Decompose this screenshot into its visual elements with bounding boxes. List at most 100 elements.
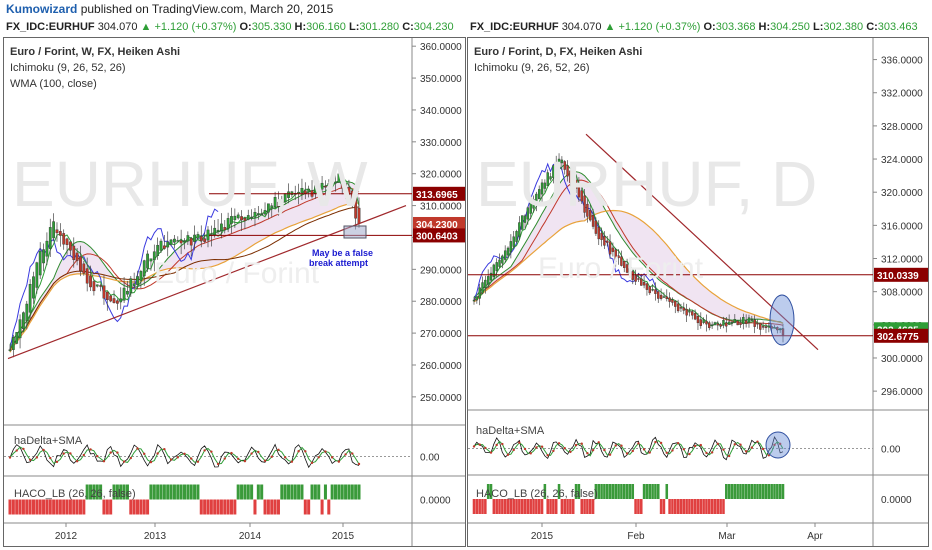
undefined-osc1-dot: [699, 443, 702, 447]
undefined-candle-body: [603, 236, 606, 246]
undefined-haco-bar: [300, 484, 304, 500]
undefined-haco-bar: [693, 499, 697, 514]
undefined-haco-bar: [152, 484, 156, 500]
undefined-candle-body: [778, 328, 782, 330]
undefined-candle-body: [742, 317, 745, 325]
undefined-osc1-dot: [739, 443, 742, 446]
undefined-haco-bar: [727, 484, 731, 499]
undefined-candle-body: [230, 216, 233, 224]
undefined-haco-bar: [105, 499, 109, 515]
undefined-haco-bar: [290, 484, 294, 500]
undefined-haco-bar: [209, 499, 213, 515]
undefined-haco-bar: [350, 484, 354, 500]
undefined-candle-body: [481, 282, 484, 294]
right-l-label: L:: [812, 21, 824, 33]
undefined-candle-body: [580, 190, 583, 202]
undefined-haco-bar: [344, 484, 348, 500]
undefined-osc1-dot: [337, 460, 341, 463]
undefined-haco-bar: [549, 499, 552, 514]
undefined-x-tick-label: 2015: [332, 531, 355, 542]
undefined-haco-bar: [750, 484, 754, 499]
undefined-haco-bar: [665, 484, 669, 499]
undefined-haco-bar: [303, 499, 307, 515]
undefined-candle-body: [472, 299, 476, 302]
undefined-osc1-dot: [263, 459, 267, 462]
undefined-candle-body: [347, 186, 351, 195]
undefined-y-tick-label: 328.0000: [881, 122, 923, 133]
undefined-osc1-dot: [310, 461, 314, 465]
undefined-osc1-zero-label: 0.00: [881, 445, 901, 456]
undefined-candle-body: [532, 199, 535, 209]
right-h-label: H:: [758, 21, 771, 33]
undefined-candle-body: [324, 185, 327, 188]
left-high: 306.160: [306, 21, 346, 33]
undefined-candle-body: [199, 236, 203, 242]
undefined-haco-bar: [283, 484, 287, 500]
undefined-haco-bar: [673, 499, 677, 514]
weekly-chart-panel[interactable]: 250.0000 260.0000 270.0000 280.0000 290.0000…: [3, 37, 466, 547]
undefined-candle-body: [99, 285, 102, 287]
undefined-price-label-box: [874, 328, 928, 343]
undefined-haco-bar: [156, 484, 160, 500]
undefined-candle-body: [492, 264, 496, 277]
undefined-haco-bar: [263, 499, 267, 515]
weekly-chart-svg[interactable]: 250.0000 260.0000 270.0000 280.0000 290.0000…: [4, 38, 466, 547]
undefined-y-tick-label: 324.0000: [881, 155, 923, 166]
undefined-haco-bar: [597, 484, 601, 499]
undefined-haco-bar: [537, 499, 541, 514]
undefined-candle-body: [42, 249, 45, 264]
undefined-osc1-dot: [546, 454, 549, 457]
undefined-candle-body: [89, 275, 92, 288]
undefined-haco-bar: [206, 499, 210, 515]
undefined-haco-bar: [52, 499, 56, 515]
undefined-haco-bar: [588, 499, 592, 514]
author-link[interactable]: Kumowizard: [6, 2, 78, 16]
undefined-candle-body: [243, 218, 247, 221]
undefined-osc1-dot: [15, 449, 18, 452]
undefined-osc1-dot: [49, 456, 52, 460]
undefined-haco-bar: [563, 499, 566, 514]
undefined-candle-body: [693, 313, 697, 320]
undefined-candle-body: [495, 262, 498, 271]
daily-chart-svg[interactable]: 296.0000300.0000304.0000308.0000312.0000…: [468, 38, 929, 547]
undefined-candle-body: [682, 307, 685, 311]
undefined-haco-bar: [347, 484, 351, 500]
left-h-label: H:: [294, 21, 307, 33]
undefined-osc1-dot: [190, 457, 193, 460]
undefined-kijun-line: [9, 187, 360, 350]
right-quote-header: FX_IDC:EURHUF 304.070 ▲ +1.120 (+0.37%) …: [470, 18, 918, 36]
undefined-haco-bar: [668, 499, 671, 514]
undefined-osc1-dot: [149, 460, 153, 464]
daily-legend: Euro / Forint, D, FX, Heiken Ashi Ichimo…: [474, 44, 642, 76]
undefined-haco-bar: [770, 484, 773, 499]
weekly-title: Euro / Forint, W, FX, Heiken Ashi: [10, 46, 181, 58]
undefined-osc1-dot: [518, 441, 521, 444]
undefined-haco-bar: [699, 499, 703, 514]
undefined-candle-body: [591, 214, 595, 227]
undefined-haco-bar: [136, 499, 140, 515]
weekly-watermark: EURHUF, W: [12, 148, 368, 220]
undefined-y-tick-label: 296.0000: [881, 387, 923, 398]
undefined-candle-body: [320, 182, 324, 190]
undefined-candle-body: [334, 181, 337, 184]
undefined-haco-bar: [776, 484, 779, 499]
undefined-candle-body: [15, 332, 19, 344]
undefined-haco-bar: [520, 499, 524, 514]
undefined-candle-body: [674, 300, 677, 307]
undefined-osc1-dot: [671, 449, 674, 452]
undefined-haco-bar: [503, 499, 507, 514]
undefined-haco-bar: [492, 499, 496, 514]
undefined-candle-body: [156, 244, 160, 256]
undefined-candle-body: [256, 213, 260, 215]
undefined-haco-bar: [778, 484, 782, 499]
daily-ichimoku-label: Ichimoku (9, 26, 52, 26): [474, 62, 590, 74]
undefined-candle-body: [688, 310, 691, 313]
undefined-haco-bar: [637, 499, 640, 514]
undefined-ichimoku-cloud: [474, 171, 783, 324]
undefined-haco-bar: [219, 499, 223, 515]
undefined-osc1-dot: [552, 449, 555, 453]
undefined-candle-body: [540, 182, 544, 195]
undefined-y-tick-label: 270.0000: [420, 329, 462, 340]
daily-chart-panel[interactable]: 296.0000300.0000304.0000308.0000312.0000…: [467, 37, 929, 547]
undefined-haco-bar: [620, 484, 623, 499]
